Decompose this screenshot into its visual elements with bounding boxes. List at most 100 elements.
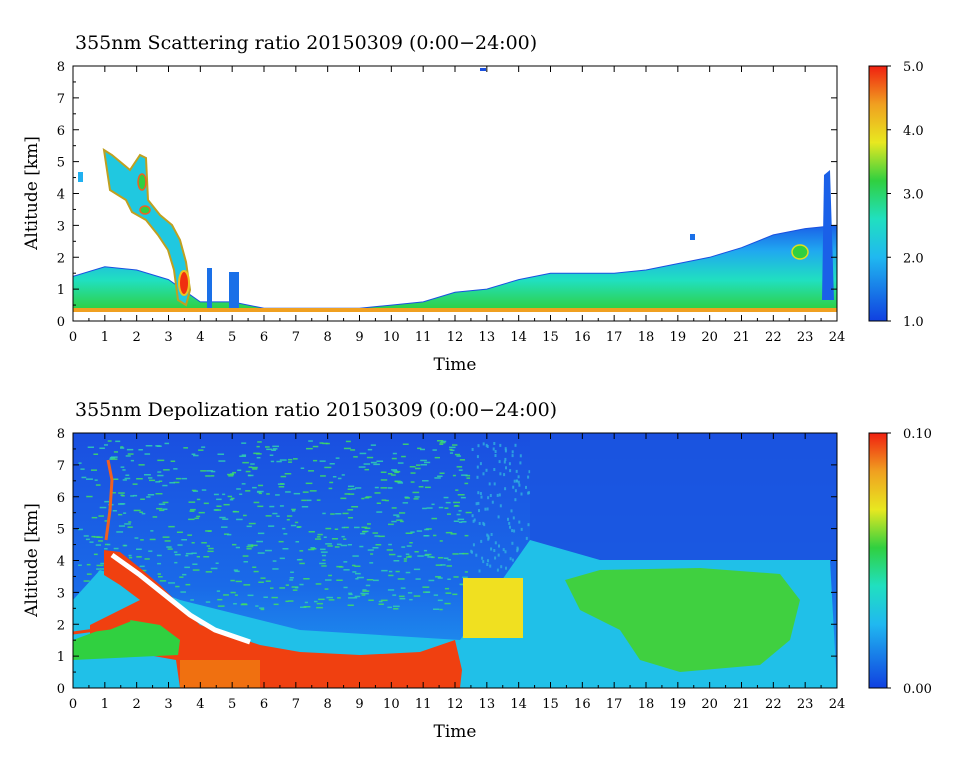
speckle bbox=[266, 493, 270, 495]
speckle bbox=[299, 562, 305, 565]
speckle bbox=[129, 556, 133, 559]
speckle bbox=[253, 501, 260, 504]
speckle bbox=[488, 482, 491, 486]
speckle bbox=[290, 571, 294, 573]
speckle bbox=[504, 447, 507, 451]
speckle bbox=[234, 570, 240, 573]
y-tick-label: 2 bbox=[57, 251, 65, 266]
x-tick-label: 23 bbox=[797, 330, 814, 345]
speckle bbox=[83, 535, 89, 537]
speckle bbox=[133, 509, 141, 512]
speckle bbox=[406, 545, 412, 547]
speckle bbox=[453, 576, 459, 578]
speckle bbox=[499, 472, 502, 476]
speckle bbox=[222, 518, 229, 520]
speckle bbox=[158, 480, 163, 482]
speckle bbox=[393, 514, 400, 516]
speckle bbox=[196, 498, 201, 501]
speckle bbox=[251, 466, 258, 469]
speckle bbox=[205, 530, 212, 532]
speckle bbox=[104, 548, 108, 550]
speckle bbox=[458, 510, 462, 512]
speckle bbox=[156, 554, 162, 557]
speckle bbox=[190, 599, 194, 601]
speckle bbox=[511, 454, 514, 458]
speckle bbox=[381, 499, 387, 501]
speckle bbox=[462, 552, 469, 555]
speckle bbox=[347, 544, 352, 546]
speckle bbox=[503, 473, 506, 477]
speckle bbox=[507, 517, 509, 521]
speckle bbox=[206, 545, 211, 547]
speckle bbox=[246, 548, 252, 550]
speckle bbox=[498, 460, 501, 464]
speckle bbox=[248, 522, 256, 525]
speckle bbox=[149, 538, 156, 541]
speckle bbox=[272, 512, 278, 515]
speckle bbox=[252, 486, 257, 489]
speckle bbox=[409, 466, 416, 468]
speckle bbox=[130, 495, 135, 497]
speckle bbox=[437, 577, 443, 579]
x-tick-label: 19 bbox=[670, 697, 687, 712]
speckle bbox=[362, 590, 370, 592]
speckle bbox=[256, 445, 260, 448]
speckle bbox=[283, 533, 288, 535]
speckle bbox=[348, 485, 355, 488]
speckle bbox=[439, 472, 445, 474]
speckle bbox=[393, 560, 400, 562]
speckle bbox=[515, 469, 518, 473]
panel2-yellow-block bbox=[463, 578, 523, 638]
speckle bbox=[162, 501, 169, 504]
y-tick-label: 4 bbox=[57, 555, 65, 570]
x-tick-label: 4 bbox=[196, 697, 204, 712]
speckle bbox=[422, 507, 427, 510]
speckle bbox=[336, 543, 342, 546]
speckle bbox=[247, 594, 254, 597]
speckle bbox=[120, 446, 124, 448]
speckle bbox=[196, 515, 201, 518]
speckle bbox=[112, 478, 119, 480]
speckle bbox=[308, 440, 313, 442]
speckle bbox=[168, 525, 175, 528]
speckle bbox=[376, 502, 381, 504]
speckle bbox=[206, 470, 213, 472]
speckle bbox=[424, 461, 431, 464]
speckle bbox=[201, 542, 207, 544]
panel2-red-thin-1 bbox=[73, 618, 131, 635]
speckle bbox=[400, 587, 406, 589]
panel2-green-layer bbox=[565, 568, 800, 672]
y-tick-label: 3 bbox=[57, 586, 65, 601]
speckle bbox=[314, 600, 318, 603]
speckle bbox=[464, 534, 469, 537]
speckle bbox=[361, 594, 366, 596]
speckle bbox=[183, 447, 188, 449]
speckle bbox=[123, 512, 127, 514]
speckle bbox=[450, 533, 457, 535]
x-tick-label: 22 bbox=[765, 330, 782, 345]
speckle bbox=[205, 475, 211, 477]
speckle bbox=[149, 479, 156, 482]
x-tick-label: 1 bbox=[101, 697, 109, 712]
speckle bbox=[514, 489, 517, 493]
speckle bbox=[514, 498, 517, 502]
speckle bbox=[173, 481, 180, 484]
speckle bbox=[340, 544, 348, 547]
speckle bbox=[243, 561, 248, 563]
speckle bbox=[392, 452, 397, 455]
speckle bbox=[378, 535, 385, 538]
x-tick-label: 18 bbox=[638, 697, 655, 712]
speckle bbox=[128, 521, 132, 523]
speckle bbox=[413, 568, 421, 571]
speckle bbox=[439, 608, 443, 611]
speckle bbox=[279, 505, 284, 507]
speckle bbox=[494, 450, 497, 453]
speckle bbox=[378, 603, 384, 605]
speckle bbox=[393, 608, 399, 610]
x-tick-label: 4 bbox=[196, 330, 204, 345]
speckle bbox=[245, 470, 251, 473]
speckle bbox=[269, 505, 275, 508]
speckle bbox=[374, 492, 381, 494]
speckle bbox=[399, 512, 406, 514]
speckle bbox=[452, 593, 458, 596]
